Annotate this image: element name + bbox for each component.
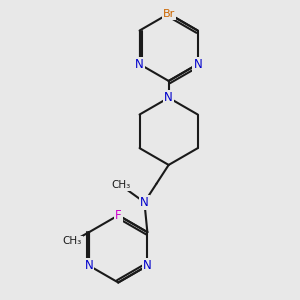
Text: N: N	[135, 58, 144, 70]
Text: N: N	[164, 91, 173, 104]
Text: N: N	[140, 196, 149, 209]
Text: Br: Br	[163, 9, 175, 19]
Text: CH₃: CH₃	[111, 181, 131, 190]
Text: N: N	[194, 58, 202, 70]
Text: N: N	[85, 259, 94, 272]
Text: F: F	[115, 209, 122, 222]
Text: N: N	[143, 259, 152, 272]
Text: CH₃: CH₃	[63, 236, 82, 246]
